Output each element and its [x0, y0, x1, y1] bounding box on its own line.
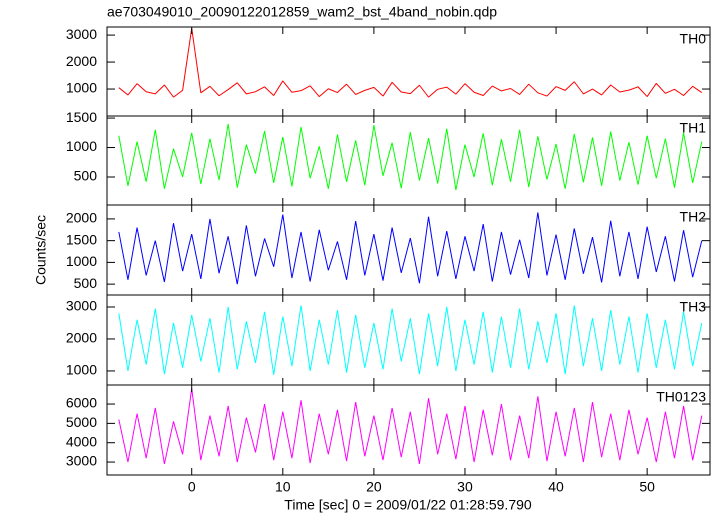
y-tick-label: 3000	[66, 26, 97, 42]
y-tick-label: 3000	[66, 453, 97, 469]
panel-frame	[106, 384, 711, 476]
series-line	[118, 123, 703, 191]
panel-label: TH1	[680, 120, 707, 136]
y-tick-label: 1500	[66, 109, 97, 125]
series-line	[118, 388, 703, 465]
y-tick-label: 2000	[66, 330, 97, 346]
y-tick-label: 1500	[66, 231, 97, 247]
y-tick-label: 1000	[66, 138, 97, 154]
chart-title: ae703049010_20090122012859_wam2_bst_4ban…	[107, 4, 497, 20]
panel-label: TH2	[680, 209, 707, 225]
y-tick-label: 5000	[66, 414, 97, 430]
panel-label: TH3	[680, 299, 707, 315]
panel-label: TH0	[680, 31, 707, 47]
y-tick-label: 1000	[66, 253, 97, 269]
x-tick-label: 20	[366, 479, 382, 495]
y-tick-label: 500	[74, 168, 98, 184]
y-tick-label: 6000	[66, 395, 97, 411]
x-axis-label: Time [sec] 0 = 2009/01/22 01:28:59.790	[284, 497, 532, 513]
y-tick-label: 3000	[66, 298, 97, 314]
y-tick-label: 2000	[66, 210, 97, 226]
series-line	[118, 212, 703, 285]
y-axis-label: Counts/sec	[33, 215, 49, 285]
series-line	[118, 305, 703, 375]
y-tick-label: 2000	[66, 53, 97, 69]
x-tick-label: 30	[457, 479, 473, 495]
series-line	[118, 28, 703, 98]
y-tick-label: 500	[74, 275, 98, 291]
y-tick-label: 1000	[66, 362, 97, 378]
panel-label: TH0123	[656, 389, 706, 405]
x-tick-label: 40	[548, 479, 564, 495]
y-tick-label: 4000	[66, 433, 97, 449]
y-tick-label: 1000	[66, 80, 97, 96]
x-tick-label: 50	[639, 479, 655, 495]
x-tick-label: 0	[188, 479, 196, 495]
x-tick-label: 10	[275, 479, 291, 495]
